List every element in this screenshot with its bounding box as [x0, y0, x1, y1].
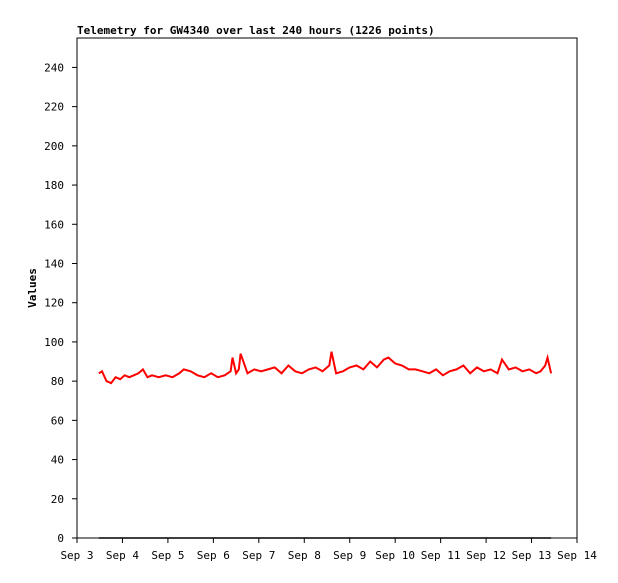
- y-tick-label: 160: [44, 218, 64, 231]
- y-tick-label: 180: [44, 179, 64, 192]
- y-axis-label: Values: [26, 268, 39, 308]
- y-tick-label: 100: [44, 336, 64, 349]
- line-series: [98, 351, 553, 385]
- y-tick-label: 80: [51, 375, 64, 388]
- x-tick-label: Sep 5: [151, 549, 184, 562]
- x-tick-label: Sep 3: [60, 549, 93, 562]
- y-tick-label: 220: [44, 101, 64, 114]
- y-tick-label: 200: [44, 140, 64, 153]
- x-tick-label: Sep 4: [106, 549, 139, 562]
- y-tick-label: 240: [44, 61, 64, 74]
- x-tick-label: Sep 6: [197, 549, 230, 562]
- x-tick-label: Sep 10: [375, 549, 415, 562]
- chart-title: Telemetry for GW4340 over last 240 hours…: [77, 24, 435, 37]
- y-tick-label: 120: [44, 297, 64, 310]
- x-tick-label: Sep 13: [512, 549, 552, 562]
- x-tick-label: Sep 8: [288, 549, 321, 562]
- x-tick-label: Sep 9: [333, 549, 366, 562]
- x-tick-label: Sep 7: [242, 549, 275, 562]
- y-tick-label: 40: [51, 454, 64, 467]
- x-tick-label: Sep 12: [466, 549, 506, 562]
- y-tick-label: 0: [57, 532, 64, 545]
- y-tick-label: 60: [51, 414, 64, 427]
- y-tick-label: 20: [51, 493, 64, 506]
- x-tick-label: Sep 11: [421, 549, 461, 562]
- x-tick-label: Sep 14: [557, 549, 597, 562]
- y-tick-label: 140: [44, 257, 64, 270]
